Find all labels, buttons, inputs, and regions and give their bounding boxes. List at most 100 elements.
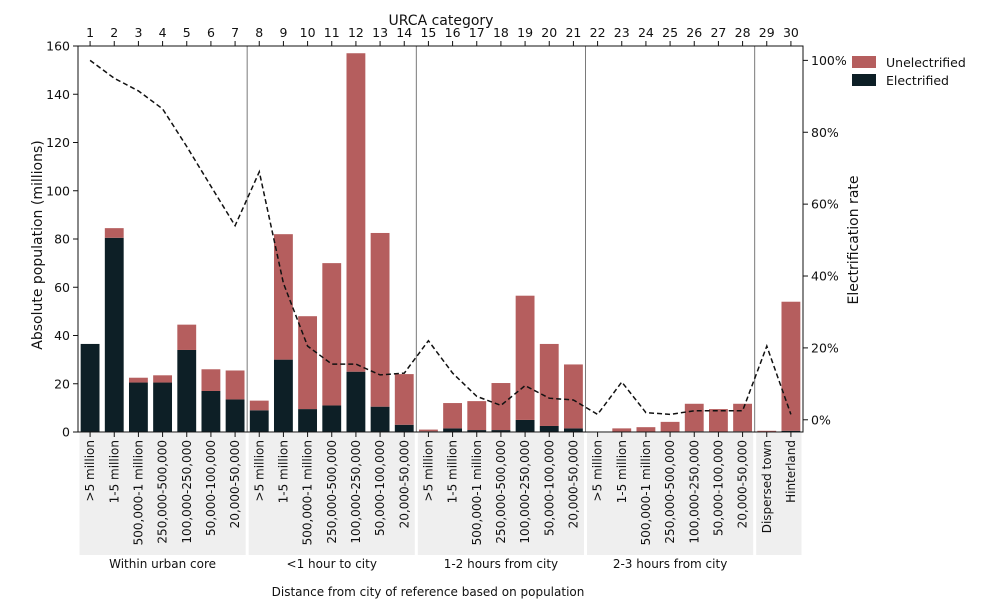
- category-label: 50,000-100,000: [204, 440, 218, 536]
- bar-electrified: [104, 237, 124, 432]
- bar-electrified: [491, 430, 511, 432]
- top-tick-label: 3: [134, 25, 142, 40]
- bar-unelectrified: [708, 409, 728, 432]
- y2-tick-label: 40%: [811, 269, 839, 284]
- category-label: >5 million: [421, 440, 435, 501]
- category-label: 500,000-1 million: [470, 440, 484, 545]
- top-tick-label: 13: [372, 25, 388, 40]
- group-band: [248, 433, 415, 555]
- top-tick-label: 26: [686, 25, 702, 40]
- category-label: 250,000-500,000: [494, 440, 508, 544]
- bar-unelectrified: [515, 295, 535, 420]
- y2-tick-label: 20%: [811, 340, 839, 355]
- top-tick-label: 14: [396, 25, 412, 40]
- bar-unelectrified: [491, 383, 511, 431]
- category-label: 250,000-500,000: [325, 440, 339, 544]
- group-band: [417, 433, 584, 555]
- y-tick-label: 160: [46, 39, 70, 54]
- legend-label-electrified: Electrified: [886, 73, 949, 88]
- y-tick-label: 80: [54, 232, 70, 247]
- group-label: <1 hour to city: [287, 557, 377, 571]
- top-tick-label: 5: [183, 25, 191, 40]
- bar-electrified: [443, 428, 463, 432]
- legend-label-unelectrified: Unelectrified: [886, 55, 966, 70]
- category-label: 1-5 million: [615, 440, 629, 503]
- bar-unelectrified: [684, 403, 704, 432]
- y-tick-label: 20: [54, 376, 70, 391]
- bar-electrified: [249, 410, 269, 432]
- category-labels: Within urban core <1 hour to city 1-2 hour…: [83, 440, 798, 571]
- group-band: [79, 433, 246, 555]
- category-label: 20,000-50,000: [736, 440, 750, 528]
- category-label: 500,000-1 million: [639, 440, 653, 545]
- bar-unelectrified: [539, 343, 559, 426]
- top-tick-label: 17: [469, 25, 485, 40]
- y2-axis-title: Electrification rate: [846, 176, 862, 305]
- y2-tick-label: 0%: [811, 412, 831, 427]
- group-label: 2-3 hours from city: [613, 557, 727, 571]
- bar-unelectrified: [394, 374, 414, 425]
- top-tick-label: 8: [255, 25, 263, 40]
- top-tick-label: 6: [207, 25, 215, 40]
- bar-unelectrified: [273, 234, 293, 360]
- top-tick-label: 1: [86, 25, 94, 40]
- top-tick-label: 12: [348, 25, 364, 40]
- category-label: 100,000-250,000: [687, 440, 701, 544]
- top-tick-label: 19: [517, 25, 533, 40]
- bar-unelectrified: [104, 228, 124, 238]
- category-label: 100,000-250,000: [180, 440, 194, 544]
- bar-electrified: [273, 359, 293, 432]
- bar-unelectrified: [249, 400, 269, 411]
- bar-unelectrified: [225, 370, 245, 400]
- top-tick-label: 4: [159, 25, 167, 40]
- y-tick-label: 120: [46, 135, 70, 150]
- bar-electrified: [467, 430, 487, 432]
- category-label: 500,000-1 million: [131, 440, 145, 545]
- bar-electrified: [781, 430, 801, 432]
- top-tick-label: 16: [445, 25, 461, 40]
- bar-unelectrified: [660, 421, 680, 432]
- y-axis-title: Absolute population (millions): [30, 140, 46, 349]
- y-tick-label: 60: [54, 280, 70, 295]
- group-axis-title: Distance from city of reference based on…: [272, 585, 585, 599]
- bar-unelectrified: [370, 232, 390, 407]
- bar-unelectrified: [781, 301, 801, 431]
- top-tick-label: 15: [420, 25, 436, 40]
- top-tick-label: 29: [759, 25, 775, 40]
- top-tick-label: 18: [493, 25, 509, 40]
- group-label: Within urban core: [109, 557, 216, 571]
- top-tick-label: 10: [300, 25, 316, 40]
- bar-electrified: [515, 419, 535, 432]
- category-label: Dispersed town: [760, 440, 774, 533]
- bar-electrified: [394, 424, 414, 432]
- top-tick-label: 28: [735, 25, 751, 40]
- bar-unelectrified: [418, 429, 438, 432]
- axes: 0204060801001201401600%20%40%60%80%100%1…: [46, 25, 847, 440]
- y-tick-label: 40: [54, 328, 70, 343]
- y-tick-label: 140: [46, 87, 70, 102]
- category-label: 50,000-100,000: [373, 440, 387, 536]
- bar-unelectrified: [443, 403, 463, 429]
- category-label: 20,000-50,000: [397, 440, 411, 528]
- bar-unelectrified: [612, 428, 632, 432]
- top-tick-label: 27: [710, 25, 726, 40]
- group-label-bands: [79, 433, 802, 555]
- category-label: 1-5 million: [276, 440, 290, 503]
- bar-electrified: [539, 425, 559, 432]
- legend-swatch-unelectrified: [852, 56, 876, 68]
- bar-electrified: [225, 399, 245, 432]
- electrification-rate-line: [89, 59, 792, 416]
- group-label: 1-2 hours from city: [444, 557, 558, 571]
- top-tick-label: 25: [662, 25, 678, 40]
- category-label: 500,000-1 million: [301, 440, 315, 545]
- bar-electrified: [370, 406, 390, 432]
- top-tick-label: 24: [638, 25, 654, 40]
- y2-tick-label: 60%: [811, 197, 839, 212]
- top-tick-label: 20: [541, 25, 557, 40]
- bar-unelectrified: [733, 403, 753, 432]
- bar-unelectrified: [467, 401, 487, 431]
- bar-electrified: [346, 371, 366, 432]
- top-tick-label: 11: [324, 25, 340, 40]
- top-tick-label: 21: [565, 25, 581, 40]
- bar-electrified: [201, 390, 221, 432]
